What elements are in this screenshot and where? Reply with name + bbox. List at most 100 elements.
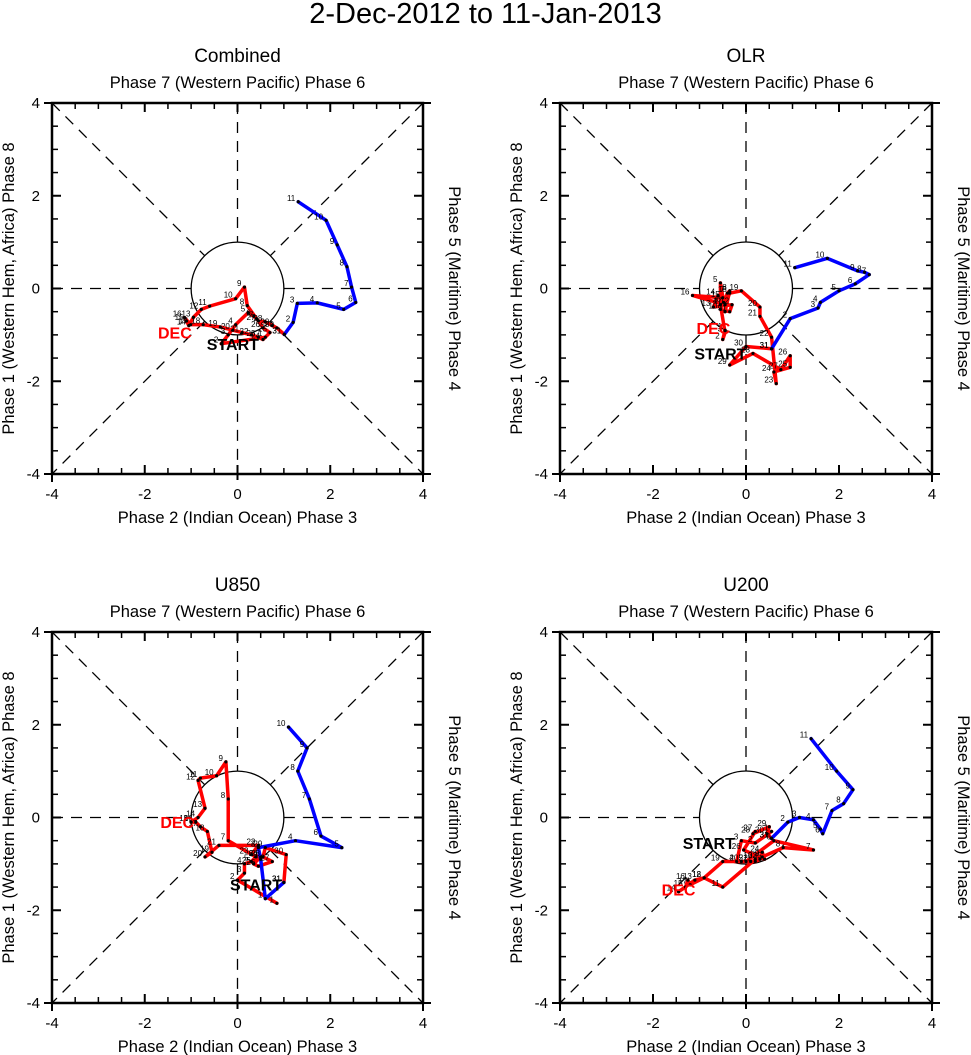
- data-point-label: 7: [806, 842, 811, 851]
- data-point-label: 14: [177, 318, 186, 327]
- data-point: [246, 311, 250, 315]
- data-point: [722, 300, 726, 305]
- guide-line-diagonal: [778, 631, 933, 786]
- data-point: [305, 746, 309, 750]
- data-point: [249, 859, 254, 864]
- data-point-label: 14: [186, 810, 195, 819]
- data-point: [184, 319, 189, 323]
- data-point: [765, 832, 769, 836]
- data-point-label: 11: [784, 260, 793, 269]
- data-point-label: 5: [241, 305, 246, 314]
- data-point: [219, 342, 223, 346]
- data-point: [345, 265, 349, 269]
- data-point: [252, 314, 256, 318]
- data-point: [324, 218, 328, 222]
- data-point: [686, 878, 690, 882]
- data-point: [203, 855, 207, 859]
- data-point: [196, 815, 200, 820]
- guide-line-diagonal: [269, 102, 424, 257]
- panel-title: OLR: [726, 46, 765, 67]
- data-point: [259, 857, 263, 861]
- x-tick-label: -4: [553, 1015, 566, 1032]
- data-point: [811, 848, 816, 852]
- data-point: [760, 855, 764, 859]
- data-point: [235, 878, 240, 882]
- data-point-label: 2: [748, 835, 753, 844]
- data-point: [256, 843, 260, 847]
- data-point: [203, 806, 207, 810]
- x-tick-label: -2: [646, 486, 659, 503]
- data-point-label: 11: [287, 194, 296, 203]
- data-point-label: 18: [195, 823, 204, 832]
- data-point: [286, 725, 291, 729]
- data-point-label: 3: [221, 327, 226, 336]
- data-point: [234, 297, 238, 301]
- data-point-label: 3: [811, 300, 816, 309]
- data-point-label: 18: [718, 285, 727, 294]
- data-point-label: 30: [755, 826, 764, 835]
- data-point: [867, 272, 871, 277]
- data-point-label: 30: [265, 320, 274, 329]
- data-point-label: 28: [741, 345, 750, 354]
- data-point-label: 15: [674, 879, 683, 888]
- data-point-label: 1: [269, 895, 274, 904]
- data-point-label: 24: [251, 332, 260, 341]
- start-label: START: [207, 337, 259, 354]
- data-point: [730, 303, 734, 307]
- top-axis-label: Phase 7 (Western Pacific) Phase 6: [618, 603, 874, 621]
- data-point: [224, 760, 228, 764]
- y-tick-label: 4: [540, 95, 548, 112]
- data-point: [842, 801, 846, 806]
- data-point-label: 6: [246, 308, 251, 317]
- data-point-label: 27: [246, 313, 255, 322]
- data-point-label: 8: [776, 840, 781, 849]
- left-axis-label: Phase 1 (Western Hem, Africa) Phase 8: [0, 671, 18, 963]
- data-point-label: 5: [336, 301, 341, 310]
- data-point-label: 27: [743, 823, 752, 832]
- guide-line-diagonal: [559, 320, 714, 475]
- data-point: [753, 841, 757, 845]
- data-point-label: 22: [246, 837, 255, 846]
- data-point-label: 2: [230, 872, 235, 881]
- x-tick-label: 2: [835, 1015, 843, 1032]
- data-point-label: 3: [792, 810, 797, 819]
- data-point: [261, 337, 265, 342]
- data-point-label: 7: [344, 279, 349, 288]
- y-tick-label: 4: [32, 95, 40, 112]
- data-point-label: 20: [193, 849, 202, 858]
- data-point-label: 3: [237, 865, 242, 874]
- data-point-label: 6: [815, 826, 820, 835]
- unit-circle: [190, 241, 285, 336]
- data-point: [739, 289, 743, 293]
- data-point: [751, 351, 755, 356]
- x-tick-label: 0: [742, 1015, 750, 1032]
- data-point: [744, 859, 748, 864]
- data-point-label: 16: [681, 287, 690, 296]
- data-point-label: 6: [848, 276, 853, 285]
- x-tick-label: -4: [553, 486, 566, 503]
- data-point: [830, 808, 834, 813]
- left-axis-label: Phase 1 (Western Hem, Africa) Phase 8: [0, 142, 18, 434]
- data-point-label: 1: [718, 322, 723, 331]
- guide-line-diagonal: [559, 631, 714, 786]
- data-point: [835, 769, 839, 773]
- start-label: START: [694, 346, 746, 363]
- data-point: [851, 788, 855, 792]
- data-point-label: 26: [246, 858, 255, 867]
- data-point-label: 8: [857, 264, 862, 273]
- data-point: [818, 300, 823, 305]
- data-point: [856, 269, 860, 273]
- right-axis-label: Phase 5 (Maritime) Phase 4: [954, 715, 971, 920]
- data-point: [753, 859, 757, 864]
- data-point: [268, 330, 272, 335]
- bottom-axis-label: Phase 2 (Indian Ocean) Phase 3: [626, 509, 865, 527]
- data-point: [196, 778, 200, 783]
- data-point-label: 29: [253, 840, 262, 849]
- data-point: [723, 310, 727, 314]
- data-point: [728, 289, 732, 293]
- data-point-label: 9: [845, 782, 850, 791]
- data-point-label: 13: [193, 800, 202, 809]
- data-point: [296, 769, 300, 773]
